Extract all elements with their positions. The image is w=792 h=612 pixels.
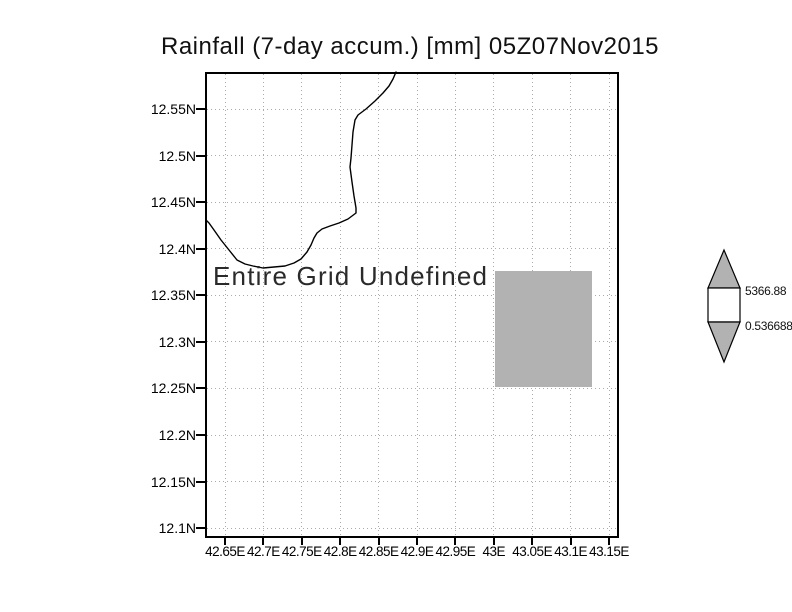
gridline-vertical [493,74,495,537]
y-tick-label: 12.25N [150,380,196,397]
gridline-vertical [454,74,456,537]
gridline-horizontal [207,294,618,296]
colorbar-lower-triangle [707,321,741,364]
gridline-horizontal [207,108,618,110]
gridline-horizontal [207,155,618,157]
gridline-horizontal [207,248,618,250]
x-tick-label: 42.75E [281,544,322,559]
gridline-horizontal [207,527,618,529]
x-tick-label: 43.15E [589,544,629,559]
colorbar-min-label: 0.536688 [745,319,792,333]
y-tick-label: 12.1N [158,520,196,537]
gridline-vertical [301,74,303,537]
gridline-vertical [608,74,610,537]
y-tick-label: 12.5N [158,147,196,164]
gridline-horizontal [207,201,618,203]
x-tick-label: 43E [482,544,506,559]
y-axis-tick [196,108,206,110]
undefined-region [495,271,592,387]
colorbar-max-label: 5366.88 [745,284,787,298]
gridline-horizontal [207,387,618,389]
x-tick-label: 42.95E [435,544,476,559]
colorbar-upper-triangle [707,248,741,289]
x-axis-tick [262,538,265,545]
x-axis-tick [377,538,380,545]
x-tick-label: 42.9E [400,544,434,559]
y-axis-tick [196,201,206,204]
map-frame [205,72,619,538]
gridline-vertical [262,74,264,537]
y-tick-label: 12.15N [150,473,196,490]
x-axis-tick [608,538,610,545]
x-tick-label: 43.1E [554,544,587,559]
y-tick-label: 12.2N [158,427,196,444]
y-axis-tick [196,154,206,157]
x-tick-label: 42.7E [247,544,280,559]
y-axis-tick [196,340,206,343]
x-tick-label: 42.8E [323,544,357,559]
y-tick-label: 12.4N [158,240,196,257]
x-axis-tick [416,538,418,545]
gridline-horizontal [207,481,618,483]
plot-title: Rainfall (7-day accum.) [mm] 05Z07Nov201… [160,33,660,60]
y-tick-label: 12.3N [158,333,196,350]
y-axis-tick [196,247,206,250]
gridline-vertical [416,74,418,537]
x-axis-tick [569,538,572,545]
gridline-horizontal [207,434,618,436]
y-axis-tick [196,480,206,483]
y-axis-tick [196,434,206,437]
x-axis-tick [339,538,342,545]
y-axis-tick [196,527,206,530]
colorbar [707,248,741,364]
gridline-vertical [224,74,226,537]
y-tick-label: 12.45N [150,194,196,211]
x-axis-tick [531,538,534,545]
x-axis-tick [300,538,303,545]
colorbar-range-box [707,287,741,323]
gridline-vertical [339,74,341,537]
x-axis-tick [224,538,226,545]
x-axis-tick [454,538,457,545]
x-tick-label: 42.85E [358,544,399,559]
y-axis-tick [196,387,206,390]
x-axis-tick [492,538,495,545]
x-tick-label: 43.05E [512,544,553,559]
y-tick-label: 12.35N [150,287,196,304]
gridline-vertical [378,74,380,537]
y-axis-tick [196,294,206,297]
y-tick-label: 12.55N [150,101,196,117]
x-tick-label: 42.65E [205,544,245,559]
gridline-horizontal [207,341,618,343]
grid-undefined-text: Entire Grid Undefined [213,261,489,291]
